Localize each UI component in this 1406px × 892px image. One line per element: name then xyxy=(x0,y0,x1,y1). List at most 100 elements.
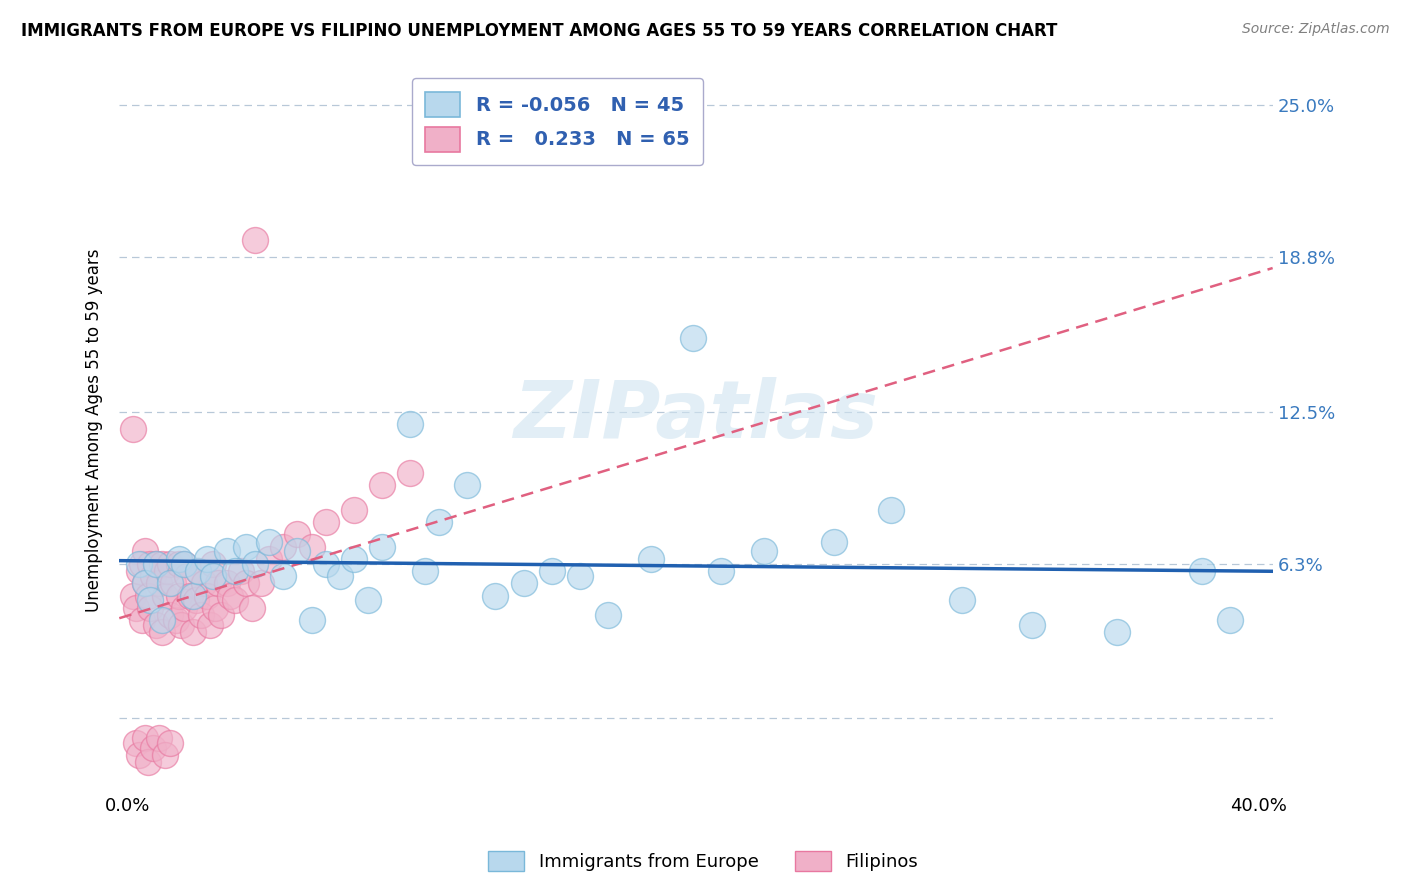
Point xyxy=(139,557,162,571)
Point xyxy=(153,747,176,762)
Point xyxy=(209,608,232,623)
Point xyxy=(285,527,308,541)
Point xyxy=(122,589,145,603)
Point xyxy=(950,593,973,607)
Point xyxy=(162,576,184,591)
Point xyxy=(249,576,271,591)
Point xyxy=(343,503,366,517)
Point xyxy=(235,540,257,554)
Point xyxy=(134,576,156,591)
Point xyxy=(122,422,145,436)
Point xyxy=(139,593,162,607)
Point xyxy=(301,613,323,627)
Point xyxy=(371,478,394,492)
Point xyxy=(176,569,198,583)
Point xyxy=(215,544,238,558)
Point xyxy=(193,576,215,591)
Point xyxy=(159,608,181,623)
Point xyxy=(195,589,218,603)
Text: IMMIGRANTS FROM EUROPE VS FILIPINO UNEMPLOYMENT AMONG AGES 55 TO 59 YEARS CORREL: IMMIGRANTS FROM EUROPE VS FILIPINO UNEMP… xyxy=(21,22,1057,40)
Point xyxy=(235,576,257,591)
Point xyxy=(173,557,195,571)
Y-axis label: Unemployment Among Ages 55 to 59 years: Unemployment Among Ages 55 to 59 years xyxy=(86,248,103,612)
Point xyxy=(329,569,352,583)
Point xyxy=(159,576,181,591)
Point xyxy=(145,618,167,632)
Point xyxy=(1107,625,1129,640)
Point xyxy=(179,589,201,603)
Point xyxy=(150,613,173,627)
Point xyxy=(159,557,181,571)
Point xyxy=(134,731,156,745)
Point xyxy=(224,593,246,607)
Point xyxy=(301,540,323,554)
Point xyxy=(142,569,165,583)
Point xyxy=(824,534,846,549)
Point xyxy=(181,589,204,603)
Point xyxy=(1219,613,1241,627)
Text: ZIPatlas: ZIPatlas xyxy=(513,376,879,455)
Point xyxy=(125,736,148,750)
Point xyxy=(131,557,153,571)
Point xyxy=(271,569,294,583)
Point xyxy=(315,557,337,571)
Point xyxy=(173,600,195,615)
Point xyxy=(752,544,775,558)
Point xyxy=(569,569,592,583)
Point xyxy=(243,233,266,247)
Point xyxy=(128,564,150,578)
Point xyxy=(343,551,366,566)
Point xyxy=(880,503,903,517)
Legend: R = -0.056   N = 45, R =   0.233   N = 65: R = -0.056 N = 45, R = 0.233 N = 65 xyxy=(412,78,703,165)
Point xyxy=(710,564,733,578)
Point xyxy=(170,618,193,632)
Point xyxy=(167,589,190,603)
Legend: Immigrants from Europe, Filipinos: Immigrants from Europe, Filipinos xyxy=(481,844,925,879)
Point xyxy=(204,600,226,615)
Point xyxy=(1021,618,1043,632)
Point xyxy=(413,564,436,578)
Point xyxy=(285,544,308,558)
Point xyxy=(201,569,224,583)
Point xyxy=(257,534,280,549)
Point xyxy=(229,564,252,578)
Point xyxy=(315,515,337,529)
Point xyxy=(167,557,190,571)
Point xyxy=(139,600,162,615)
Point xyxy=(153,589,176,603)
Point xyxy=(150,557,173,571)
Point xyxy=(156,564,179,578)
Point xyxy=(125,600,148,615)
Point xyxy=(1191,564,1213,578)
Point xyxy=(399,466,422,480)
Point xyxy=(136,756,159,770)
Point xyxy=(134,576,156,591)
Point xyxy=(371,540,394,554)
Point xyxy=(215,576,238,591)
Point xyxy=(173,557,195,571)
Point xyxy=(399,417,422,431)
Point xyxy=(201,557,224,571)
Point xyxy=(145,557,167,571)
Point xyxy=(184,593,207,607)
Point xyxy=(131,613,153,627)
Point xyxy=(159,736,181,750)
Point xyxy=(456,478,478,492)
Point xyxy=(187,564,209,578)
Point xyxy=(181,625,204,640)
Point xyxy=(218,589,240,603)
Point xyxy=(484,589,506,603)
Point xyxy=(198,618,221,632)
Point xyxy=(187,564,209,578)
Point xyxy=(427,515,450,529)
Point xyxy=(148,731,170,745)
Point xyxy=(136,589,159,603)
Point xyxy=(150,625,173,640)
Point xyxy=(271,540,294,554)
Point xyxy=(512,576,534,591)
Point xyxy=(640,551,662,566)
Point xyxy=(128,557,150,571)
Point xyxy=(598,608,620,623)
Point xyxy=(190,608,212,623)
Point xyxy=(257,551,280,566)
